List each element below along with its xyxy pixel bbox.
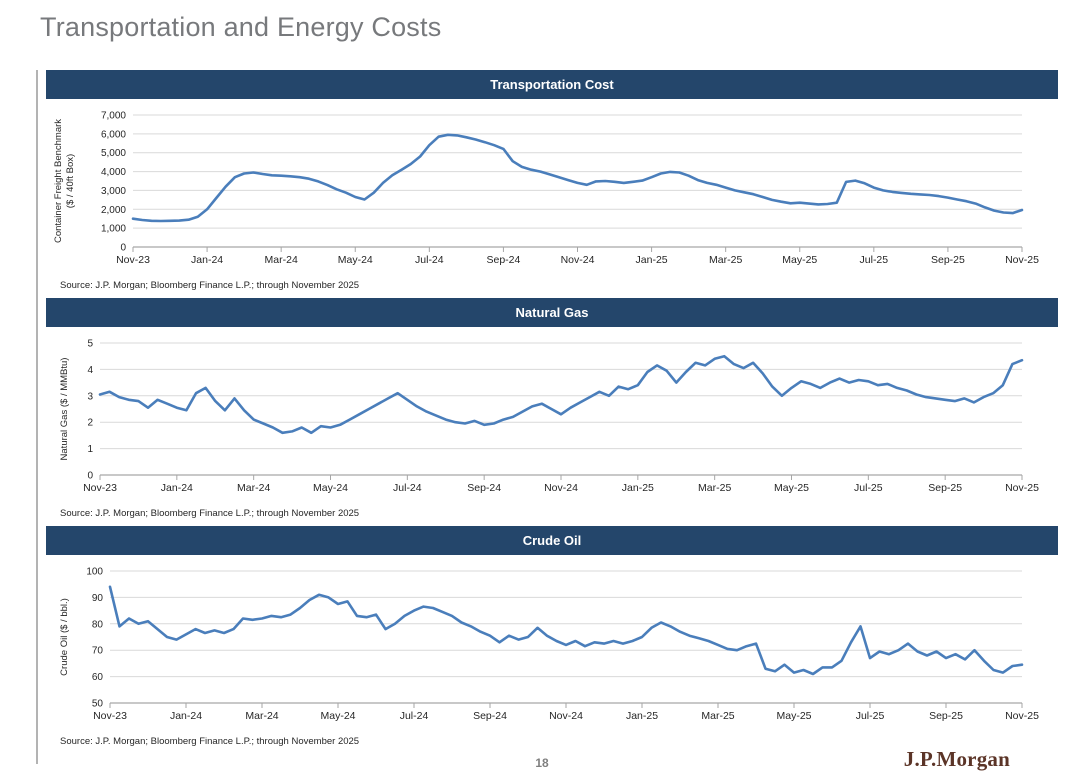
svg-text:Jan-25: Jan-25 (622, 482, 654, 494)
y-axis-label: Natural Gas ($ / MMBtu) (59, 358, 70, 461)
x-axis: Nov-23 Jan-24 Mar-24 May-24 Jul-24 Sep-24 Nov-… (116, 246, 1039, 266)
svg-text:50: 50 (92, 699, 104, 710)
y-axis-label: Crude Oil ($ / bbl.) (59, 598, 70, 676)
svg-text:May-25: May-25 (774, 482, 809, 494)
source-note: Source: J.P. Morgan; Bloomberg Finance L… (60, 280, 360, 291)
svg-text:May-24: May-24 (313, 482, 348, 494)
svg-text:May-25: May-25 (782, 254, 817, 266)
y-axis: 50 60 70 80 90 100 (86, 567, 1022, 710)
svg-text:5,000: 5,000 (101, 148, 126, 159)
svg-text:Jul-25: Jul-25 (856, 710, 885, 722)
svg-text:Sep-24: Sep-24 (486, 254, 520, 266)
natural-gas-chart: 0 1 2 3 4 5 Nov-23 Jan-24 Mar-24 May-24 Jul-24 Sep-… (59, 339, 1039, 495)
transportation-cost-section: Transportation Cost 0 1,000 2,000 3,000 4,00… (46, 70, 1058, 292)
svg-text:May-24: May-24 (320, 710, 355, 722)
svg-text:Jul-24: Jul-24 (415, 254, 444, 266)
svg-text:Mar-25: Mar-25 (698, 482, 731, 494)
svg-text:Jul-24: Jul-24 (393, 482, 422, 494)
charts-column: Transportation Cost 0 1,000 2,000 3,000 4,00… (46, 70, 1058, 754)
svg-text:Jul-25: Jul-25 (860, 254, 889, 266)
svg-text:Nov-25: Nov-25 (1005, 710, 1039, 722)
svg-text:Nov-24: Nov-24 (549, 710, 583, 722)
y-axis-label: Container Freight Benchmark ($ / 40ft Box… (53, 119, 76, 243)
series-line (98, 354, 1024, 435)
svg-text:1: 1 (87, 444, 93, 455)
svg-text:2: 2 (87, 418, 93, 429)
svg-text:Jul-24: Jul-24 (400, 710, 429, 722)
svg-text:Sep-25: Sep-25 (931, 254, 965, 266)
svg-text:Nov-25: Nov-25 (1005, 482, 1039, 494)
svg-text:($ / 40ft Box): ($ / 40ft Box) (65, 154, 76, 208)
svg-text:Crude Oil ($ / bbl.): Crude Oil ($ / bbl.) (59, 598, 70, 676)
crude-oil-header: Crude Oil (46, 526, 1058, 555)
svg-text:Jan-25: Jan-25 (636, 254, 668, 266)
svg-text:Mar-25: Mar-25 (701, 710, 734, 722)
svg-text:Nov-23: Nov-23 (93, 710, 127, 722)
crude-oil-section: Crude Oil 50 60 70 80 90 100 Nov-23 Jan-24 Mar-2… (46, 526, 1058, 748)
svg-text:60: 60 (92, 672, 104, 683)
y-axis: 0 1 2 3 4 5 (87, 339, 1022, 482)
transportation-cost-title: Transportation Cost (490, 77, 614, 92)
x-axis: Nov-23 Jan-24 Mar-24 May-24 Jul-24 Sep-24 Nov-… (83, 474, 1039, 494)
svg-text:Nov-24: Nov-24 (544, 482, 578, 494)
svg-text:0: 0 (120, 243, 126, 254)
natural-gas-header: Natural Gas (46, 298, 1058, 327)
svg-text:Sep-24: Sep-24 (473, 710, 507, 722)
svg-text:90: 90 (92, 593, 104, 604)
svg-text:Jan-24: Jan-24 (170, 710, 202, 722)
svg-text:5: 5 (87, 339, 93, 350)
svg-text:0: 0 (87, 471, 93, 482)
x-axis: Nov-23 Jan-24 Mar-24 May-24 Jul-24 Sep-24 Nov-… (93, 702, 1039, 722)
svg-text:Jan-24: Jan-24 (161, 482, 193, 494)
source-note: Source: J.P. Morgan; Bloomberg Finance L… (60, 736, 360, 747)
svg-text:2,000: 2,000 (101, 205, 126, 216)
svg-text:Sep-25: Sep-25 (929, 710, 963, 722)
svg-text:3,000: 3,000 (101, 186, 126, 197)
svg-text:Sep-25: Sep-25 (928, 482, 962, 494)
svg-text:4,000: 4,000 (101, 167, 126, 178)
page-number: 18 (535, 756, 549, 770)
svg-text:Natural Gas ($ / MMBtu): Natural Gas ($ / MMBtu) (59, 358, 70, 461)
svg-text:7,000: 7,000 (101, 111, 126, 122)
jpmorgan-logo: J.P.Morgan (903, 747, 1010, 771)
page-title: Transportation and Energy Costs (40, 12, 442, 42)
svg-text:Nov-23: Nov-23 (83, 482, 117, 494)
svg-text:Mar-24: Mar-24 (265, 254, 298, 266)
svg-text:Sep-24: Sep-24 (467, 482, 501, 494)
transportation-cost-header: Transportation Cost (46, 70, 1058, 99)
svg-text:Mar-24: Mar-24 (245, 710, 278, 722)
svg-text:1,000: 1,000 (101, 224, 126, 235)
svg-text:80: 80 (92, 619, 104, 630)
left-border-rule (36, 70, 38, 764)
svg-text:70: 70 (92, 646, 104, 657)
svg-text:4: 4 (87, 365, 93, 376)
svg-text:Container Freight Benchmark: Container Freight Benchmark (53, 119, 64, 243)
svg-text:6,000: 6,000 (101, 129, 126, 140)
series-line (131, 133, 1024, 223)
svg-text:Mar-25: Mar-25 (709, 254, 742, 266)
svg-text:Mar-24: Mar-24 (237, 482, 270, 494)
transportation-cost-chart: 0 1,000 2,000 3,000 4,000 5,000 6,000 7,000 Nov-… (53, 111, 1039, 267)
svg-text:Nov-25: Nov-25 (1005, 254, 1039, 266)
svg-text:Jan-24: Jan-24 (191, 254, 223, 266)
series-line (108, 585, 1024, 676)
source-note: Source: J.P. Morgan; Bloomberg Finance L… (60, 508, 360, 519)
svg-text:Nov-23: Nov-23 (116, 254, 150, 266)
svg-text:Jul-25: Jul-25 (854, 482, 883, 494)
svg-text:May-25: May-25 (776, 710, 811, 722)
crude-oil-title: Crude Oil (522, 533, 582, 548)
svg-text:Nov-24: Nov-24 (561, 254, 595, 266)
crude-oil-chart: 50 60 70 80 90 100 Nov-23 Jan-24 Mar-24 May-24 Jul… (59, 567, 1039, 723)
svg-text:100: 100 (86, 567, 103, 578)
svg-text:May-24: May-24 (338, 254, 373, 266)
svg-text:Jan-25: Jan-25 (626, 710, 658, 722)
natural-gas-title: Natural Gas (515, 305, 589, 320)
svg-text:3: 3 (87, 391, 93, 402)
natural-gas-section: Natural Gas 0 1 2 3 4 5 Nov-23 Jan-24 Mar-24 May-… (46, 298, 1058, 520)
y-axis: 0 1,000 2,000 3,000 4,000 5,000 6,000 7,000 (101, 111, 1022, 254)
